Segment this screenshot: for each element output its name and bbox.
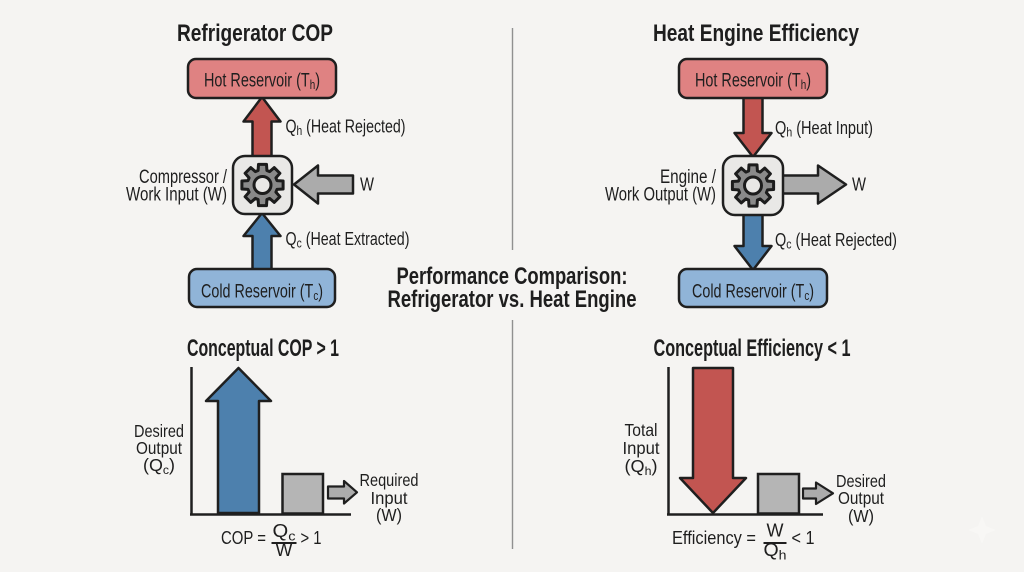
svg-text:Work Input (W): Work Input (W) [126,185,227,206]
svg-text:W: W [360,175,374,195]
svg-text:Desired: Desired [134,421,184,441]
svg-text:Refrigerator vs. Heat Engine: Refrigerator vs. Heat Engine [388,286,637,313]
svg-text:Conceptual Efficiency < 1: Conceptual Efficiency < 1 [654,335,851,362]
svg-text:Qh (Heat Rejected): Qh (Heat Rejected) [286,117,406,139]
svg-text:Cold Reservoir (Tc): Cold Reservoir (Tc) [692,282,814,304]
svg-text:Work Output (W): Work Output (W) [605,185,716,206]
svg-text:Total: Total [625,420,658,440]
svg-text:Performance Comparison:: Performance Comparison: [397,263,628,290]
svg-text:Refrigerator COP: Refrigerator COP [177,20,333,47]
svg-text:(Qh): (Qh) [625,456,658,478]
svg-text:> 1: > 1 [301,528,322,548]
svg-text:Heat Engine Efficiency: Heat Engine Efficiency [653,20,860,47]
svg-text:Input: Input [623,438,660,458]
svg-text:Required: Required [360,470,419,490]
svg-text:Engine /: Engine / [660,167,717,188]
svg-text:(W): (W) [376,505,402,525]
svg-text:Conceptual COP > 1: Conceptual COP > 1 [187,335,339,362]
svg-text:Output: Output [838,488,884,508]
svg-text:COP =: COP = [221,528,266,548]
svg-text:Cold Reservoir (Tc): Cold Reservoir (Tc) [201,282,323,304]
svg-text:< 1: < 1 [792,528,815,548]
svg-text:Input: Input [371,488,408,508]
svg-text:Desired: Desired [836,471,886,491]
svg-text:W: W [852,175,866,195]
svg-text:(Qc): (Qc) [143,455,175,477]
svg-text:Hot Reservoir (Th): Hot Reservoir (Th) [695,71,811,93]
svg-text:Hot Reservoir (Th): Hot Reservoir (Th) [204,71,320,93]
svg-text:W: W [767,521,784,541]
svg-text:Qh (Heat Input): Qh (Heat Input) [775,118,873,140]
svg-text:W: W [276,540,293,560]
svg-text:Qc (Heat Extracted): Qc (Heat Extracted) [286,229,410,251]
svg-text:Efficiency =: Efficiency = [672,528,756,548]
svg-text:Output: Output [136,438,182,458]
svg-text:Compressor /: Compressor / [139,167,228,188]
svg-text:Qc (Heat Rejected): Qc (Heat Rejected) [775,230,897,252]
svg-text:(W): (W) [848,506,874,526]
